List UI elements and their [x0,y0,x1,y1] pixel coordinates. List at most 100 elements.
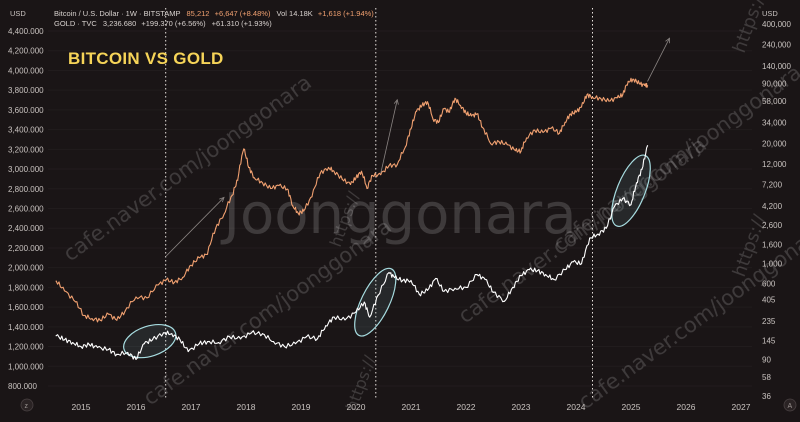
bitcoin-point [360,170,363,172]
bitcoin-point [231,194,233,196]
bitcoin-point [333,170,335,172]
y-left-tick-label: 1,200.000 [8,343,44,352]
y-right-tick-label: 36 [762,392,771,401]
gold-point [622,198,624,200]
z-icon[interactable]: z [20,398,34,412]
bitcoin-point [550,127,552,129]
bitcoin-point [575,111,577,113]
gold-point [443,290,445,292]
bitcoin-point [286,188,288,190]
currency-label-right: USD [762,9,778,18]
bitcoin-point [476,113,478,115]
legend-bitcoin: Bitcoin / U.S. Dollar · 1W · BITSTAMP 85… [54,9,374,18]
gold-point [492,291,495,293]
svg-text:A: A [788,403,793,410]
bitcoin-point [311,196,313,198]
y-right-tick-label: 140,000 [762,62,791,71]
legend-gold-value: 3,236.680 [103,19,136,28]
a-icon[interactable]: A [783,398,797,412]
bitcoin-point [415,110,418,112]
legend-gold-symbol: GOLD · TVC [54,19,97,28]
gold-point [80,346,82,348]
bitcoin-point [410,128,412,130]
gold-point [580,263,583,265]
x-tick-label: 2021 [402,402,421,412]
y-left-tick-label: 3,800.000 [8,86,44,95]
gold-point [171,333,173,335]
bitcoin-point [237,179,239,181]
gold-point [613,205,616,208]
bitcoin-point [278,184,280,187]
gold-point [143,343,145,345]
trend-arrow-line [380,99,398,174]
legend-bitcoin-vol-change: +1,618 (+1.94%) [318,9,374,18]
gold-point [369,316,371,318]
gold-point [646,145,649,147]
gold-point [316,338,319,340]
y-left-tick-label: 2,800.000 [8,185,44,194]
bitcoin-point [520,150,522,152]
gold-point [410,279,412,282]
y-right-tick-label: 7,200 [762,180,783,189]
bitcoin-point [355,177,357,179]
y-right-tick-label: 12,000 [762,160,787,169]
gold-point [355,311,357,313]
bitcoin-point [303,210,305,212]
gold-point [388,272,390,274]
gold-point [402,279,404,282]
gold-point [250,332,253,334]
y-left-tick-label: 3,000.000 [8,165,44,174]
y-left-tick-label: 2,600.000 [8,205,44,214]
bitcoin-point [182,276,184,279]
y-right-tick-label: 4,200 [762,202,783,211]
gold-point [88,344,90,346]
y-left-tick-label: 3,200.000 [8,145,44,154]
gold-point [635,182,638,184]
gold-point [418,293,420,295]
bitcoin-point [388,165,390,167]
gold-point [116,353,118,355]
trend-arrow-head [665,37,670,44]
x-tick-label: 2018 [237,402,256,412]
legend-gold-extra: +61.310 (+1.93%) [212,19,273,28]
bitcoin-point [534,129,536,131]
gold-point [344,319,346,321]
bitcoin-point [586,94,588,96]
bitcoin-point [591,96,594,98]
bitcoin-point [421,104,423,107]
y-axis-right: 400,000 240,000 140,000 90,000 58,000 34,000 2… [762,20,791,401]
bitcoin-point [437,121,440,123]
gold-point [261,333,264,335]
bitcoin-point [498,141,500,143]
gold-point [454,287,456,289]
gold-point [325,325,327,327]
legend-bitcoin-vol: Vol 14.18K [277,9,313,18]
bitcoin-point [569,113,572,115]
x-tick-label: 2022 [457,402,476,412]
gold-point [305,336,308,338]
legend-bitcoin-change: +6,647 (+8.48%) [215,9,271,18]
bitcoin-point [341,178,343,180]
bitcoin-point [644,84,646,86]
bitcoin-point [173,281,176,283]
x-tick-label: 2025 [622,402,641,412]
currency-label-left: USD [10,9,26,18]
legend-gold: GOLD · TVC 3,236.680 +199.370 (+6.56%) +… [54,19,272,28]
gold-point [239,338,242,340]
bitcoin-point [107,313,110,315]
gold-point [435,277,437,280]
bitcoin-point [580,106,583,108]
gold-point [72,342,74,344]
y-left-tick-label: 1,600.000 [8,303,44,312]
gold-point [605,227,607,229]
y-axis-left: 800.000 1,000.000 1,200.000 1,400.000 1,600.… [8,27,44,391]
bitcoin-point [380,174,382,176]
bitcoin-point [404,146,407,148]
gold-point [641,168,643,170]
bitcoin-point [542,131,544,133]
bitcoin-point [253,177,255,179]
y-right-tick-label: 145 [762,336,776,345]
x-tick-label: 2027 [732,402,751,412]
x-tick-label: 2019 [292,402,311,412]
gold-point [228,336,231,338]
